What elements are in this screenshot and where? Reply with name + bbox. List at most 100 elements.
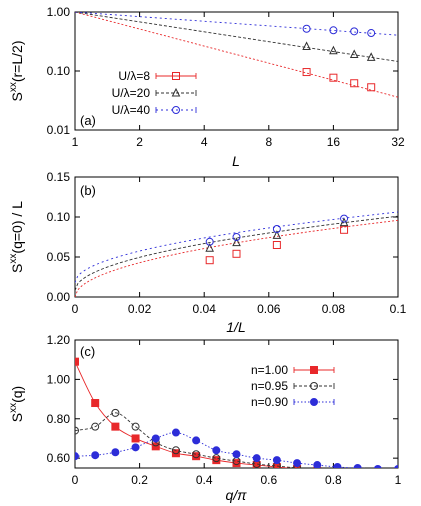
panel-b-xlabel: 1/L (226, 319, 245, 335)
panel-c-ytick-label: 1.20 (47, 333, 71, 347)
panel-c-ytick-label: 0.60 (47, 451, 71, 465)
panel-a-point-0 (367, 83, 376, 92)
panel-a-series-1 (75, 12, 398, 62)
panel-b-xtick-label: 0.06 (257, 302, 281, 316)
panel-a-series-0 (75, 12, 398, 98)
panel-c-point-2 (192, 436, 201, 445)
panel-c-point-2 (252, 454, 261, 463)
panel-a-xtick-label: 16 (327, 135, 341, 149)
panel-a-point-2 (350, 27, 359, 36)
panel-c-series-2 (75, 428, 398, 468)
panel-a-xtick-label: 1 (72, 135, 79, 149)
panel-a-point-1 (329, 45, 338, 55)
panel-c-tag: (c) (80, 344, 95, 359)
panel-b-point-1 (272, 230, 282, 239)
panel-a-xlabel: L (232, 153, 240, 169)
panel-c-legend: n=1.00 n=0.95 n=0.90 (251, 363, 335, 409)
panel-c-legend-marker-0 (310, 366, 318, 374)
panel-c-point-2 (111, 448, 120, 457)
panel-a-point-1 (349, 49, 359, 59)
panel-c-point-1 (131, 422, 140, 431)
panel-a: (a) L Sxx(r=L/2) 1 2 4 8 16 32 0.01 0.10 1.00 U/λ… (8, 5, 405, 169)
panel-a-fit-line-2 (75, 12, 398, 36)
panel-c-series-0 (75, 357, 381, 479)
panel-c-ylabel: Sxx(q) (8, 386, 25, 422)
panel-c-point-1 (192, 450, 201, 459)
panel-c-curve-1 (75, 412, 302, 468)
panel-b-tag: (b) (80, 183, 96, 198)
panel-c-point-0 (212, 456, 221, 465)
panel-b: (b) 1/L Sxx(q=0) / L 0 0.02 0.04 0.06 0.08 0.… (8, 170, 407, 335)
panel-c-xtick-label: 0.6 (260, 473, 277, 487)
panel-b-point-0 (340, 225, 349, 234)
panel-c-point-2 (313, 461, 322, 468)
panel-c: (c) q/π Sxx(q) 0 0.2 0.4 0.6 0.8 1 0.60 0.80 1.0… (8, 333, 402, 503)
panel-c-legend-marker-1 (310, 382, 318, 390)
panel-c-point-2 (373, 464, 382, 468)
panel-c-point-0 (192, 452, 201, 461)
panel-c-point-0 (354, 471, 361, 478)
panel-c-point-0 (272, 463, 281, 468)
panel-b-fit-curve-1 (75, 215, 398, 291)
panel-c-point-0 (374, 472, 381, 479)
panel-c-point-2 (171, 428, 180, 437)
panel-c-point-2 (75, 452, 79, 461)
panel-a-point-1 (302, 41, 311, 51)
panel-c-legend-label-1: n=0.95 (251, 379, 288, 393)
panel-c-point-1 (354, 469, 361, 476)
panel-b-ytick-label: 0.15 (47, 170, 71, 184)
panel-c-xtick-label: 0.4 (196, 473, 213, 487)
panel-a-legend-label-1: U/λ=20 (112, 86, 151, 100)
panel-b-fit-curve-2 (75, 211, 398, 283)
panel-b-ytick-label: 0.00 (47, 290, 71, 304)
panel-b-fit-curve-0 (75, 219, 398, 297)
panel-b-xtick-label: 0 (72, 302, 79, 316)
panel-b-ytick-label: 0.05 (47, 250, 71, 264)
panel-c-point-2 (232, 450, 241, 459)
panel-b-point-2 (340, 214, 349, 223)
panel-c-point-2 (394, 464, 398, 468)
panel-c-point-0 (313, 466, 322, 468)
panel-a-point-0 (329, 73, 338, 82)
panel-c-point-1 (91, 422, 100, 431)
panel-b-ylabel: Sxx(q=0) / L (8, 201, 25, 273)
panel-a-point-1 (366, 52, 376, 61)
panel-a-legend-marker-1 (171, 87, 181, 97)
panel-b-point-2 (232, 233, 241, 241)
panel-b-point-2 (205, 237, 214, 246)
panel-c-ytick-label: 1.00 (47, 372, 71, 386)
panel-b-series-0 (75, 219, 398, 297)
panel-c-point-0 (232, 459, 241, 468)
panel-b-series-2 (75, 211, 398, 283)
panel-b-xtick-label: 0.08 (322, 302, 346, 316)
panel-a-point-0 (350, 79, 359, 88)
panel-c-frame (74, 339, 399, 469)
panel-b-point-0 (272, 241, 281, 249)
panel-c-point-1 (212, 454, 221, 463)
panel-a-xtick-label: 32 (391, 135, 405, 149)
panel-c-xtick-label: 0.2 (131, 473, 148, 487)
panel-c-point-2 (151, 434, 160, 443)
panel-b-xtick-label: 0.1 (390, 302, 407, 316)
panel-a-fit-line-1 (75, 12, 398, 62)
panel-c-point-2 (333, 463, 342, 468)
panel-b-point-0 (232, 249, 241, 258)
panel-b-xtick-label: 0.04 (193, 302, 217, 316)
panel-c-ytick-label: 0.80 (47, 412, 71, 426)
panel-b-frame (74, 176, 399, 298)
panel-a-point-2 (329, 26, 338, 35)
panel-a-fit-line-0 (75, 12, 398, 98)
panel-b-point-1 (232, 237, 241, 247)
panel-c-point-0 (91, 399, 100, 408)
panel-b-point-0 (205, 256, 214, 265)
panel-b-xtick-label: 0.02 (128, 302, 152, 316)
panel-c-point-2 (293, 459, 302, 468)
panel-c-legend-label-2: n=0.90 (251, 395, 288, 409)
panel-c-point-0 (111, 422, 120, 431)
panel-c-curve-0 (75, 361, 292, 468)
panel-b-plot: 0 0.02 0.04 0.06 0.08 0.1 0.00 0.05 0.10 0.15 (47, 170, 407, 316)
panel-b-ytick-label: 0.10 (47, 210, 71, 224)
panel-c-legend-label-0: n=1.00 (251, 363, 288, 377)
panel-a-legend-label-0: U/λ=8 (118, 69, 150, 83)
